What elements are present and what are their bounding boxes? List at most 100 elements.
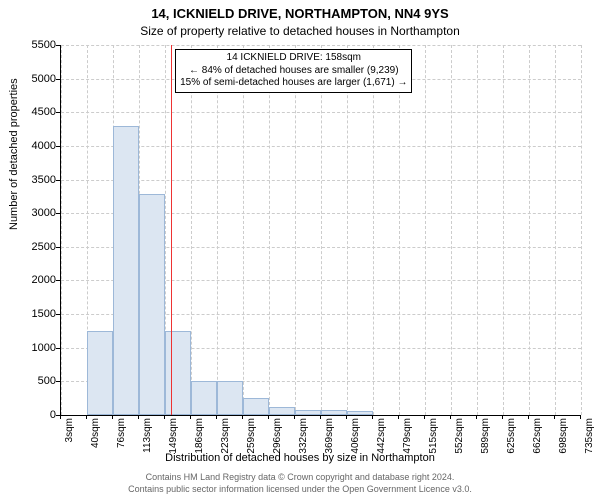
- x-tick-label: 625sqm: [506, 418, 517, 458]
- x-tick-mark: [476, 415, 477, 419]
- x-tick-mark: [86, 415, 87, 419]
- y-tick-label: 4500: [16, 106, 56, 118]
- x-tick-mark: [398, 415, 399, 419]
- y-tick-label: 1500: [16, 308, 56, 320]
- grid-line-vertical: [451, 45, 452, 415]
- x-tick-mark: [112, 415, 113, 419]
- y-tick-mark: [56, 146, 60, 147]
- y-tick-label: 0: [16, 409, 56, 421]
- y-tick-mark: [56, 79, 60, 80]
- y-tick-mark: [56, 180, 60, 181]
- y-tick-label: 2500: [16, 241, 56, 253]
- histogram-bar: [269, 407, 295, 415]
- x-tick-mark: [164, 415, 165, 419]
- y-tick-label: 3000: [16, 207, 56, 219]
- y-tick-mark: [56, 247, 60, 248]
- x-tick-label: 149sqm: [168, 418, 179, 458]
- grid-line-vertical: [503, 45, 504, 415]
- x-tick-label: 479sqm: [402, 418, 413, 458]
- x-tick-label: 662sqm: [532, 418, 543, 458]
- histogram-bar: [165, 331, 191, 415]
- annotation-line3: 15% of semi-detached houses are larger (…: [180, 77, 407, 90]
- y-tick-label: 5500: [16, 39, 56, 51]
- histogram-bar: [113, 126, 139, 415]
- grid-line-vertical: [399, 45, 400, 415]
- y-tick-mark: [56, 213, 60, 214]
- x-tick-mark: [372, 415, 373, 419]
- annotation-box: 14 ICKNIELD DRIVE: 158sqm← 84% of detach…: [175, 49, 412, 93]
- y-tick-mark: [56, 112, 60, 113]
- y-tick-label: 5000: [16, 73, 56, 85]
- x-tick-mark: [190, 415, 191, 419]
- grid-line-vertical: [191, 45, 192, 415]
- histogram-bar: [87, 331, 113, 415]
- x-tick-mark: [138, 415, 139, 419]
- x-tick-label: 186sqm: [194, 418, 205, 458]
- x-tick-mark: [268, 415, 269, 419]
- x-tick-label: 515sqm: [428, 418, 439, 458]
- x-tick-label: 552sqm: [454, 418, 465, 458]
- x-tick-label: 76sqm: [116, 418, 127, 458]
- x-tick-label: 40sqm: [90, 418, 101, 458]
- x-tick-label: 369sqm: [324, 418, 335, 458]
- grid-line-vertical: [477, 45, 478, 415]
- x-tick-label: 296sqm: [272, 418, 283, 458]
- histogram-chart: 14, ICKNIELD DRIVE, NORTHAMPTON, NN4 9YS…: [0, 0, 600, 500]
- x-tick-mark: [528, 415, 529, 419]
- x-tick-mark: [60, 415, 61, 419]
- grid-line-vertical: [321, 45, 322, 415]
- x-tick-mark: [216, 415, 217, 419]
- plot-area: 14 ICKNIELD DRIVE: 158sqm← 84% of detach…: [60, 45, 581, 416]
- histogram-bar: [321, 410, 347, 415]
- annotation-line2: ← 84% of detached houses are smaller (9,…: [180, 65, 407, 78]
- histogram-bar: [191, 381, 217, 415]
- grid-line-vertical: [529, 45, 530, 415]
- reference-line: [171, 45, 172, 415]
- grid-line-vertical: [555, 45, 556, 415]
- histogram-bar: [139, 194, 165, 415]
- grid-line-vertical: [295, 45, 296, 415]
- y-tick-label: 1000: [16, 342, 56, 354]
- histogram-bar: [347, 411, 373, 415]
- grid-line-vertical: [243, 45, 244, 415]
- grid-line-vertical: [425, 45, 426, 415]
- grid-line-vertical: [61, 45, 62, 415]
- x-tick-mark: [294, 415, 295, 419]
- x-tick-mark: [346, 415, 347, 419]
- histogram-bar: [295, 410, 321, 415]
- footer-line2: Contains public sector information licen…: [0, 484, 600, 494]
- annotation-line1: 14 ICKNIELD DRIVE: 158sqm: [180, 52, 407, 65]
- histogram-bar: [243, 398, 269, 415]
- x-tick-mark: [242, 415, 243, 419]
- x-tick-label: 259sqm: [246, 418, 257, 458]
- x-tick-mark: [424, 415, 425, 419]
- x-tick-mark: [502, 415, 503, 419]
- y-tick-label: 2000: [16, 274, 56, 286]
- x-tick-label: 113sqm: [142, 418, 153, 458]
- grid-line-vertical: [217, 45, 218, 415]
- footer-line1: Contains HM Land Registry data © Crown c…: [0, 472, 600, 482]
- x-tick-label: 698sqm: [558, 418, 569, 458]
- grid-line-vertical: [269, 45, 270, 415]
- y-tick-mark: [56, 348, 60, 349]
- chart-title-line2: Size of property relative to detached ho…: [0, 24, 600, 38]
- x-tick-mark: [554, 415, 555, 419]
- y-tick-mark: [56, 314, 60, 315]
- x-tick-mark: [580, 415, 581, 419]
- x-tick-label: 735sqm: [584, 418, 595, 458]
- grid-line-vertical: [581, 45, 582, 415]
- grid-line-vertical: [373, 45, 374, 415]
- x-tick-label: 442sqm: [376, 418, 387, 458]
- x-tick-mark: [320, 415, 321, 419]
- x-tick-label: 406sqm: [350, 418, 361, 458]
- x-tick-mark: [450, 415, 451, 419]
- x-tick-label: 332sqm: [298, 418, 309, 458]
- y-tick-mark: [56, 45, 60, 46]
- histogram-bar: [217, 381, 243, 415]
- x-tick-label: 3sqm: [64, 418, 75, 458]
- x-tick-label: 589sqm: [480, 418, 491, 458]
- x-tick-label: 223sqm: [220, 418, 231, 458]
- grid-line-vertical: [347, 45, 348, 415]
- y-tick-label: 4000: [16, 140, 56, 152]
- y-tick-label: 3500: [16, 174, 56, 186]
